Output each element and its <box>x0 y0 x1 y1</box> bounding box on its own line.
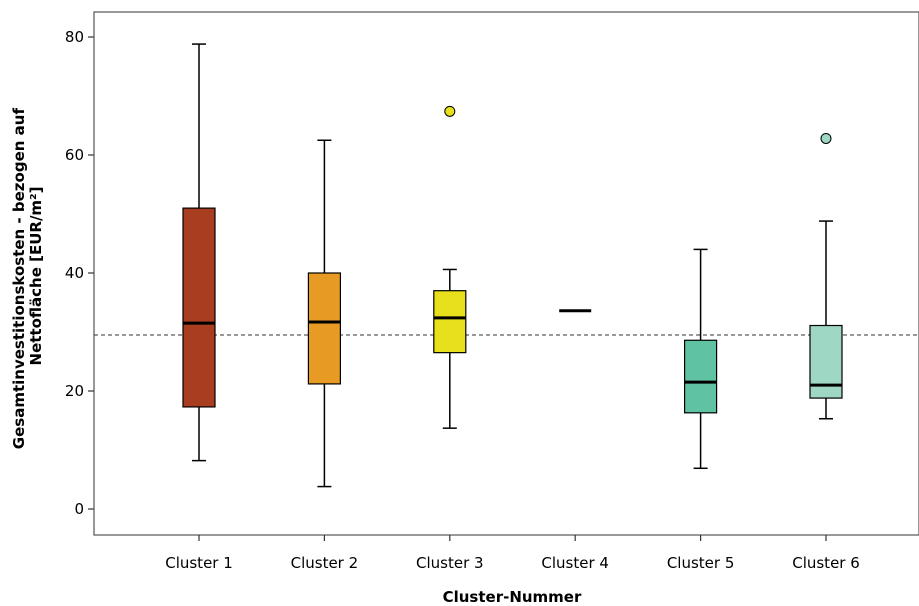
plot-frame <box>93 11 919 536</box>
box-1 <box>182 43 216 462</box>
y-tick-label: 0 <box>74 500 84 518</box>
x-tick-label: Cluster 5 <box>667 554 735 572</box>
box-body <box>182 207 216 408</box>
y-axis-title: Gesamtinvestitionskosten - bezogen auf N… <box>10 103 45 449</box>
y-tick-label: 60 <box>65 146 84 164</box>
box-body <box>433 290 467 354</box>
x-tick-label: Cluster 6 <box>792 554 860 572</box>
outlier-point <box>444 105 456 117</box>
box-3 <box>433 105 467 429</box>
outlier-point <box>820 132 832 144</box>
box-6 <box>809 132 843 420</box>
box-5 <box>683 248 718 470</box>
box-body <box>809 324 843 399</box>
box-body <box>307 272 341 385</box>
x-axis: Cluster 1 Cluster 2 Cluster 3 Cluster 4 Clus… <box>165 535 860 572</box>
x-tick-label: Cluster 1 <box>165 554 233 572</box>
box-2 <box>307 139 341 488</box>
x-tick-label: Cluster 4 <box>541 554 609 572</box>
y-axis-title-line-1: Gesamtinvestitionskosten - bezogen auf <box>10 108 28 450</box>
y-tick-label: 40 <box>65 264 84 282</box>
y-axis-title-line-2: Nettofläche [EUR/m²] <box>27 187 45 366</box>
box-body <box>683 339 718 414</box>
x-tick-label: Cluster 3 <box>416 554 484 572</box>
y-tick-label: 80 <box>65 28 84 46</box>
x-tick-label: Cluster 2 <box>291 554 359 572</box>
boxes <box>182 43 843 488</box>
y-axis: 0 20 40 60 80 <box>65 28 94 518</box>
x-axis-title: Cluster-Nummer <box>443 588 582 606</box>
y-tick-label: 20 <box>65 382 84 400</box>
